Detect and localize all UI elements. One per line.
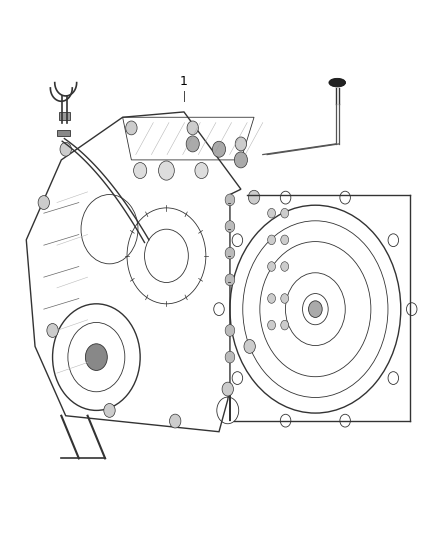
Circle shape (281, 208, 289, 218)
Circle shape (186, 136, 199, 152)
Circle shape (47, 324, 58, 337)
Circle shape (225, 325, 235, 336)
Circle shape (234, 152, 247, 168)
Circle shape (308, 301, 322, 318)
Circle shape (268, 320, 276, 330)
Circle shape (268, 294, 276, 303)
Circle shape (225, 221, 235, 232)
Circle shape (85, 344, 107, 370)
Ellipse shape (329, 78, 346, 87)
Circle shape (104, 403, 115, 417)
Circle shape (268, 235, 276, 245)
Circle shape (212, 141, 226, 157)
FancyBboxPatch shape (59, 112, 70, 120)
Text: 1: 1 (180, 75, 188, 88)
Circle shape (281, 262, 289, 271)
Circle shape (60, 142, 71, 156)
Circle shape (281, 235, 289, 245)
Circle shape (170, 414, 181, 428)
Circle shape (281, 294, 289, 303)
Circle shape (134, 163, 147, 179)
Circle shape (38, 196, 49, 209)
Circle shape (222, 382, 233, 396)
Circle shape (225, 351, 235, 363)
Circle shape (159, 161, 174, 180)
Circle shape (244, 340, 255, 353)
Circle shape (268, 208, 276, 218)
Circle shape (235, 137, 247, 151)
Circle shape (195, 163, 208, 179)
FancyBboxPatch shape (57, 130, 70, 136)
Circle shape (187, 121, 198, 135)
Circle shape (225, 274, 235, 286)
Circle shape (281, 320, 289, 330)
Circle shape (248, 190, 260, 204)
Circle shape (126, 121, 137, 135)
Circle shape (225, 194, 235, 206)
Circle shape (268, 262, 276, 271)
Circle shape (225, 247, 235, 259)
